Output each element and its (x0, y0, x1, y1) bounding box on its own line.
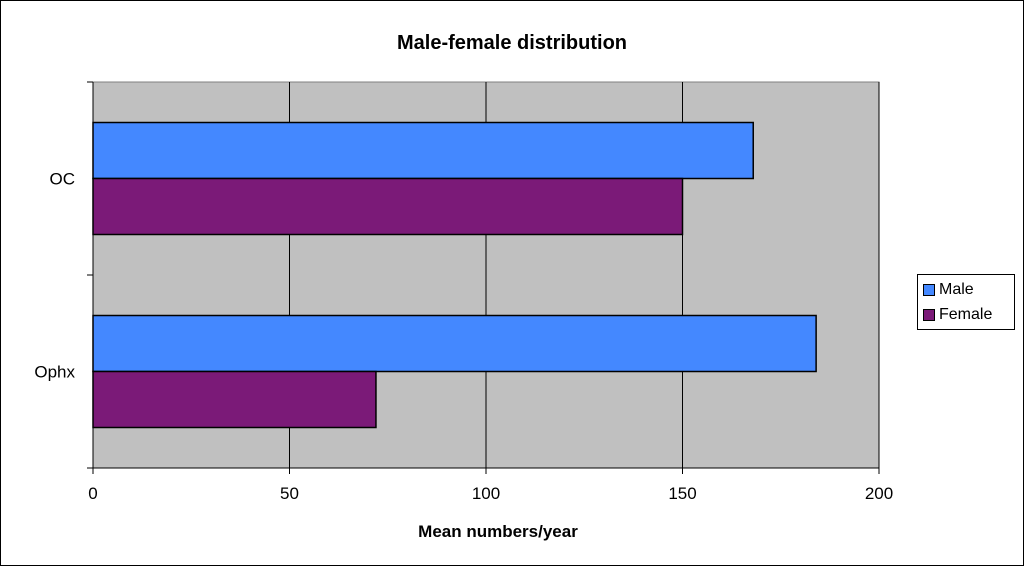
y-tick-label-ophx: Ophx (34, 363, 75, 382)
x-tick-label-4: 200 (865, 484, 893, 503)
chart-legend: Male Female (917, 274, 1015, 330)
x-tick-label-0: 0 (88, 484, 97, 503)
bar-ophx-female (92, 370, 377, 429)
chart-title: Male-female distribution (396, 32, 628, 54)
x-tick-label-2: 100 (472, 484, 500, 503)
bar-oc-female (92, 177, 684, 236)
x-tick-label-1: 50 (280, 484, 299, 503)
legend-swatch-male (923, 284, 935, 296)
legend-item-female: Female (923, 306, 992, 324)
y-tick-label-oc: OC (50, 170, 76, 189)
x-tick-label-3: 150 (668, 484, 696, 503)
legend-item-male: Male (923, 281, 974, 299)
bar-oc-male (92, 121, 754, 180)
legend-swatch-female (923, 309, 935, 321)
legend-label-female: Female (939, 306, 993, 323)
legend-label-male: Male (939, 281, 974, 298)
x-axis-title: Mean numbers/year (418, 522, 578, 541)
bar-ophx-male (92, 314, 817, 373)
